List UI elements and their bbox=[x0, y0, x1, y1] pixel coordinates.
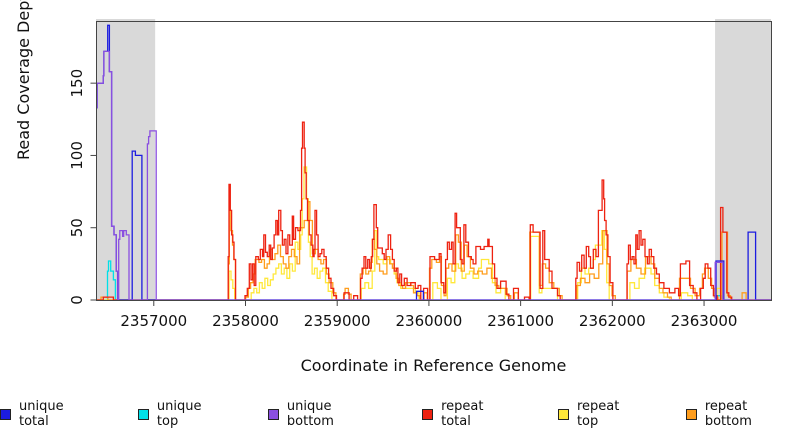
x-tick-label: 2363000 bbox=[671, 312, 738, 330]
series-unique-total bbox=[96, 24, 771, 301]
repeat-top-swatch-icon bbox=[557, 408, 569, 420]
series-unique-bottom bbox=[96, 50, 771, 301]
y-tick-label: 0 bbox=[68, 295, 86, 305]
repeat-total-swatch-icon bbox=[422, 408, 434, 420]
x-tick-label: 2359000 bbox=[304, 312, 371, 330]
repeat-region-band bbox=[715, 19, 771, 300]
x-axis-label: Coordinate in Reference Genome bbox=[300, 356, 567, 375]
legend-label: repeat total bbox=[441, 399, 484, 429]
legend-item-repeat-bottom: repeat bottom bbox=[685, 399, 792, 429]
unique-total-swatch-icon bbox=[0, 408, 11, 420]
y-tick-label: 50 bbox=[68, 218, 86, 237]
repeat-bottom-swatch-icon bbox=[685, 408, 697, 420]
x-tick-label: 2357000 bbox=[120, 312, 187, 330]
series-repeat-total bbox=[96, 121, 771, 301]
coverage-plot-canvas: 2357000 2358000 2359000 2360000 2361000 23620… bbox=[68, 19, 772, 330]
legend-label: unique top bbox=[156, 399, 202, 429]
legend-label: unique bottom bbox=[286, 399, 334, 429]
x-tick-label: 2360000 bbox=[396, 312, 463, 330]
series-repeat-bottom bbox=[96, 201, 771, 301]
legend-label: repeat bottom bbox=[704, 399, 752, 429]
plot-border bbox=[96, 21, 772, 301]
legend-item-repeat-top: repeat top bbox=[557, 399, 640, 429]
y-tick-label: 150 bbox=[68, 69, 86, 98]
series-repeat-top bbox=[96, 166, 771, 301]
unique-top-swatch-icon bbox=[137, 408, 149, 420]
legend-item-unique-total: unique total bbox=[0, 399, 92, 429]
x-tick-label: 2361000 bbox=[487, 312, 554, 330]
legend: unique total unique top unique bottom re… bbox=[0, 399, 792, 429]
x-tick-label: 2358000 bbox=[212, 312, 279, 330]
legend-item-unique-top: unique top bbox=[137, 399, 222, 429]
unique-bottom-swatch-icon bbox=[267, 408, 279, 420]
repeat-region-band bbox=[96, 19, 156, 300]
x-tick-label: 2362000 bbox=[579, 312, 646, 330]
legend-item-unique-bottom: unique bottom bbox=[267, 399, 376, 429]
legend-label: unique total bbox=[19, 399, 64, 429]
series-unique-top bbox=[96, 260, 771, 301]
legend-item-repeat-total: repeat total bbox=[422, 399, 512, 429]
legend-label: repeat top bbox=[576, 399, 620, 429]
y-tick-label: 100 bbox=[68, 141, 86, 170]
